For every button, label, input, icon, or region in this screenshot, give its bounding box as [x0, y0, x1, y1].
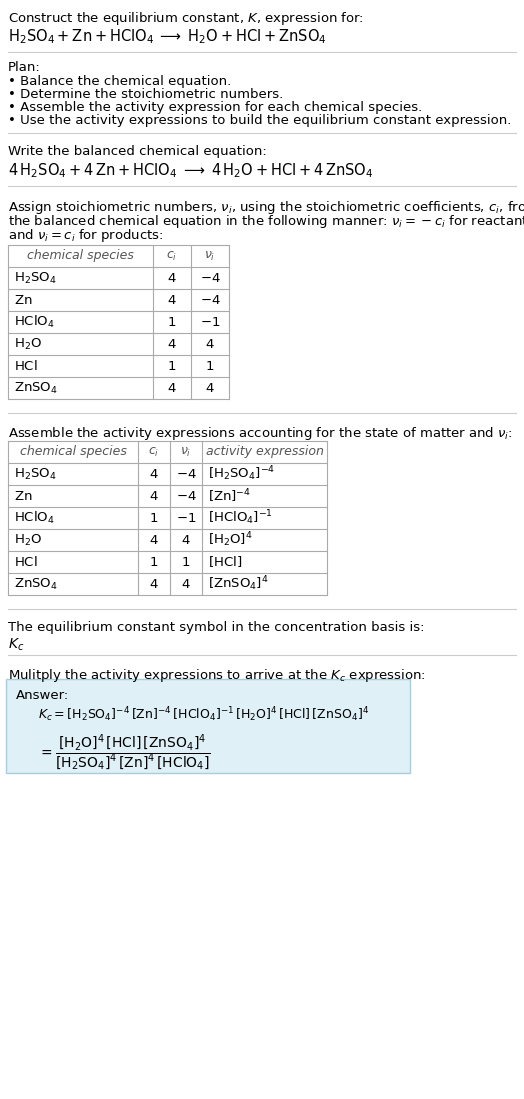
Text: • Determine the stoichiometric numbers.: • Determine the stoichiometric numbers.: [8, 88, 283, 101]
Text: Construct the equilibrium constant, $K$, expression for:: Construct the equilibrium constant, $K$,…: [8, 10, 364, 27]
Text: 1: 1: [150, 511, 158, 524]
Text: • Balance the chemical equation.: • Balance the chemical equation.: [8, 75, 231, 88]
Text: • Use the activity expressions to build the equilibrium constant expression.: • Use the activity expressions to build …: [8, 114, 511, 127]
Text: 4: 4: [182, 533, 190, 546]
Text: chemical species: chemical species: [19, 445, 126, 458]
Text: $-4$: $-4$: [200, 293, 221, 307]
Text: activity expression: activity expression: [205, 445, 323, 458]
Text: $-1$: $-1$: [176, 511, 196, 524]
FancyBboxPatch shape: [6, 679, 410, 773]
Text: Write the balanced chemical equation:: Write the balanced chemical equation:: [8, 145, 267, 158]
Text: $\mathrm{H_2SO_4}$: $\mathrm{H_2SO_4}$: [14, 466, 57, 481]
Text: $\mathrm{HCl}$: $\mathrm{HCl}$: [14, 555, 38, 569]
Text: Mulitply the activity expressions to arrive at the $K_c$ expression:: Mulitply the activity expressions to arr…: [8, 667, 426, 684]
Text: $[\mathrm{H_2SO_4}]^{-4}$: $[\mathrm{H_2SO_4}]^{-4}$: [208, 465, 275, 484]
Text: 1: 1: [168, 315, 176, 329]
Text: $\mathrm{ZnSO_4}$: $\mathrm{ZnSO_4}$: [14, 380, 58, 396]
Text: $\mathrm{Zn}$: $\mathrm{Zn}$: [14, 293, 32, 307]
Text: $\mathrm{HCl}$: $\mathrm{HCl}$: [14, 359, 38, 373]
Text: $K_c = [\mathrm{H_2SO_4}]^{-4}\,[\mathrm{Zn}]^{-4}\,[\mathrm{HClO_4}]^{-1}\,[\ma: $K_c = [\mathrm{H_2SO_4}]^{-4}\,[\mathrm…: [38, 704, 369, 724]
Text: $\mathrm{HClO_4}$: $\mathrm{HClO_4}$: [14, 510, 55, 526]
Text: $[\mathrm{H_2O}]^{4}$: $[\mathrm{H_2O}]^{4}$: [208, 531, 253, 550]
Text: and $\nu_i = c_i$ for products:: and $\nu_i = c_i$ for products:: [8, 227, 163, 244]
Text: $\mathrm{Zn}$: $\mathrm{Zn}$: [14, 489, 32, 502]
Text: $\nu_i$: $\nu_i$: [180, 445, 192, 458]
Text: 4: 4: [168, 271, 176, 285]
Text: $K_c$: $K_c$: [8, 637, 24, 654]
Text: $\mathrm{H_2O}$: $\mathrm{H_2O}$: [14, 532, 42, 547]
Text: 4: 4: [206, 337, 214, 351]
Text: 4: 4: [182, 577, 190, 590]
Text: $[\mathrm{HClO_4}]^{-1}$: $[\mathrm{HClO_4}]^{-1}$: [208, 509, 273, 528]
Text: $\mathrm{HClO_4}$: $\mathrm{HClO_4}$: [14, 314, 55, 330]
Text: the balanced chemical equation in the following manner: $\nu_i = -c_i$ for react: the balanced chemical equation in the fo…: [8, 213, 524, 230]
Text: $-1$: $-1$: [200, 315, 220, 329]
Text: 4: 4: [168, 381, 176, 395]
Text: 4: 4: [206, 381, 214, 395]
Text: 1: 1: [168, 359, 176, 373]
Text: $c_i$: $c_i$: [148, 445, 160, 458]
Text: $c_i$: $c_i$: [166, 249, 178, 263]
Text: 4: 4: [150, 577, 158, 590]
Text: 1: 1: [150, 555, 158, 568]
Text: $\nu_i$: $\nu_i$: [204, 249, 216, 263]
Text: 4: 4: [150, 467, 158, 480]
Text: The equilibrium constant symbol in the concentration basis is:: The equilibrium constant symbol in the c…: [8, 621, 424, 634]
Text: 4: 4: [168, 337, 176, 351]
Text: $[\mathrm{ZnSO_4}]^{4}$: $[\mathrm{ZnSO_4}]^{4}$: [208, 575, 268, 593]
Text: $-4$: $-4$: [176, 489, 196, 502]
Text: $-4$: $-4$: [176, 467, 196, 480]
Text: $-4$: $-4$: [200, 271, 221, 285]
Text: 4: 4: [150, 533, 158, 546]
Text: $\mathrm{ZnSO_4}$: $\mathrm{ZnSO_4}$: [14, 577, 58, 591]
Text: 1: 1: [182, 555, 190, 568]
Text: $\mathrm{H_2O}$: $\mathrm{H_2O}$: [14, 336, 42, 352]
Text: Assemble the activity expressions accounting for the state of matter and $\nu_i$: Assemble the activity expressions accoun…: [8, 425, 512, 442]
Text: chemical species: chemical species: [27, 249, 134, 263]
Text: $[\mathrm{HCl}]$: $[\mathrm{HCl}]$: [208, 555, 242, 569]
Text: $[\mathrm{Zn}]^{-4}$: $[\mathrm{Zn}]^{-4}$: [208, 487, 251, 504]
Text: 4: 4: [168, 293, 176, 307]
Text: 1: 1: [206, 359, 214, 373]
Text: $\mathrm{4\,H_2SO_4 + 4\,Zn + HClO_4 \;\longrightarrow\; 4\,H_2O + HCl + 4\,ZnSO: $\mathrm{4\,H_2SO_4 + 4\,Zn + HClO_4 \;\…: [8, 160, 374, 180]
Text: $\mathrm{H_2SO_4}$: $\mathrm{H_2SO_4}$: [14, 270, 57, 286]
Text: Assign stoichiometric numbers, $\nu_i$, using the stoichiometric coefficients, $: Assign stoichiometric numbers, $\nu_i$, …: [8, 199, 524, 217]
Text: Answer:: Answer:: [16, 689, 69, 702]
Text: $= \dfrac{[\mathrm{H_2O}]^{4}\,[\mathrm{HCl}]\,[\mathrm{ZnSO_4}]^{4}}{[\mathrm{H: $= \dfrac{[\mathrm{H_2O}]^{4}\,[\mathrm{…: [38, 733, 211, 774]
Text: 4: 4: [150, 489, 158, 502]
Text: $\mathrm{H_2SO_4 + Zn + HClO_4 \;\longrightarrow\; H_2O + HCl + ZnSO_4}$: $\mathrm{H_2SO_4 + Zn + HClO_4 \;\longri…: [8, 27, 326, 46]
Text: • Assemble the activity expression for each chemical species.: • Assemble the activity expression for e…: [8, 101, 422, 114]
Text: Plan:: Plan:: [8, 62, 41, 74]
